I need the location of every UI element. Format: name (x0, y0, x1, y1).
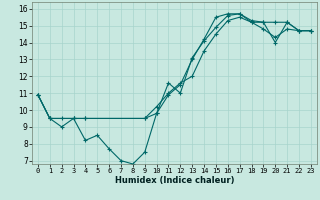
X-axis label: Humidex (Indice chaleur): Humidex (Indice chaleur) (115, 176, 234, 185)
